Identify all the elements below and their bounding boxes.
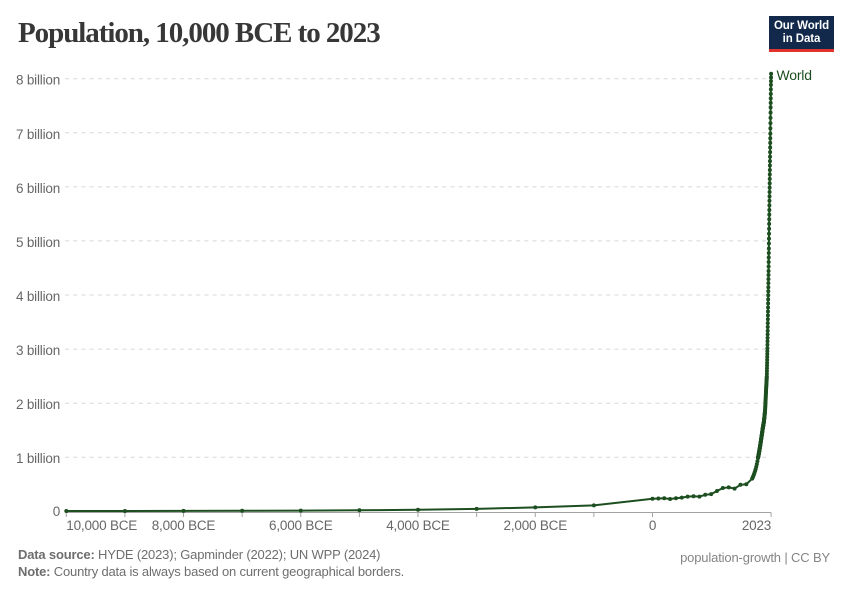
svg-text:4,000 BCE: 4,000 BCE bbox=[386, 518, 450, 533]
svg-text:1 billion: 1 billion bbox=[16, 451, 60, 466]
svg-text:0: 0 bbox=[53, 504, 60, 519]
svg-text:0: 0 bbox=[649, 518, 656, 533]
svg-text:5 billion: 5 billion bbox=[16, 235, 60, 250]
svg-text:7 billion: 7 billion bbox=[16, 127, 60, 142]
svg-text:10,000 BCE: 10,000 BCE bbox=[66, 518, 137, 533]
svg-text:World: World bbox=[777, 67, 812, 83]
svg-text:8,000 BCE: 8,000 BCE bbox=[152, 518, 216, 533]
svg-text:8 billion: 8 billion bbox=[16, 73, 60, 88]
svg-text:2,000 BCE: 2,000 BCE bbox=[504, 518, 568, 533]
svg-text:6,000 BCE: 6,000 BCE bbox=[269, 518, 333, 533]
svg-text:2023: 2023 bbox=[742, 518, 771, 533]
svg-text:4 billion: 4 billion bbox=[16, 289, 60, 304]
svg-text:3 billion: 3 billion bbox=[16, 343, 60, 358]
svg-text:6 billion: 6 billion bbox=[16, 181, 60, 196]
svg-text:2 billion: 2 billion bbox=[16, 397, 60, 412]
